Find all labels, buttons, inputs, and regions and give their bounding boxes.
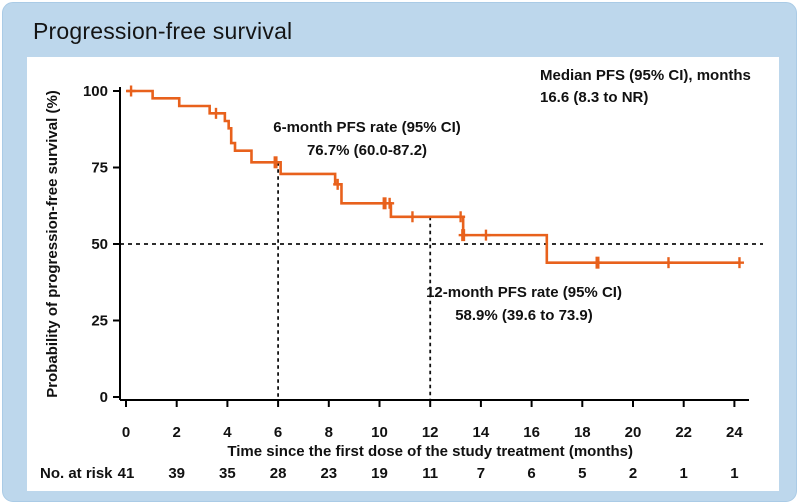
annotation-12month-value: 58.9% (39.6 to 73.9) [455,307,593,324]
risk-count: 7 [477,465,485,482]
y-tick-label: 25 [91,313,108,330]
x-tick-label: 18 [574,424,591,441]
risk-count: 11 [422,465,438,482]
x-axis-label: Time since the first dose of the study t… [227,443,633,460]
annotation-median-title: Median PFS (95% CI), months [540,67,751,84]
y-axis-label: Probability of progression-free survival… [44,90,61,398]
risk-count: 35 [219,465,236,482]
x-tick-label: 10 [371,424,388,441]
risk-table-label: No. at risk [40,465,113,482]
risk-count: 1 [730,465,738,482]
risk-count: 39 [168,465,185,482]
x-tick-label: 14 [473,424,490,441]
risk-count: 2 [629,465,637,482]
annotation-12month-title: 12-month PFS rate (95% CI) [426,284,622,301]
x-tick-label: 24 [726,424,743,441]
risk-count: 41 [118,465,135,482]
figure-title: Progression-free survival [33,18,293,44]
annotation-6month-title: 6-month PFS rate (95% CI) [273,119,461,136]
risk-count: 23 [320,465,337,482]
y-tick-label: 75 [91,160,108,177]
risk-count: 6 [527,465,535,482]
annotation-median-value: 16.6 (8.3 to NR) [540,89,648,106]
x-tick-label: 0 [122,424,130,441]
x-tick-label: 8 [325,424,333,441]
risk-count: 1 [680,465,688,482]
x-tick-label: 2 [173,424,181,441]
risk-count: 19 [371,465,388,482]
annotation-6month-value: 76.7% (60.0-87.2) [307,142,427,159]
risk-count: 5 [578,465,586,482]
x-tick-label: 12 [422,424,439,441]
chart-panel: 0 25 50 75 100 0 2 4 6 8 10 12 14 16 18 20 22 24 Time sinc… [27,57,779,491]
x-tick-label: 16 [523,424,540,441]
km-curve [126,89,740,264]
y-tick-label: 100 [83,83,108,100]
x-tick-label: 6 [274,424,282,441]
x-tick-label: 22 [675,424,692,441]
y-tick-label: 0 [100,389,108,406]
x-tick-label: 4 [223,424,232,441]
x-tick-label: 20 [625,424,642,441]
risk-count: 28 [270,465,287,482]
y-tick-label: 50 [91,236,108,253]
